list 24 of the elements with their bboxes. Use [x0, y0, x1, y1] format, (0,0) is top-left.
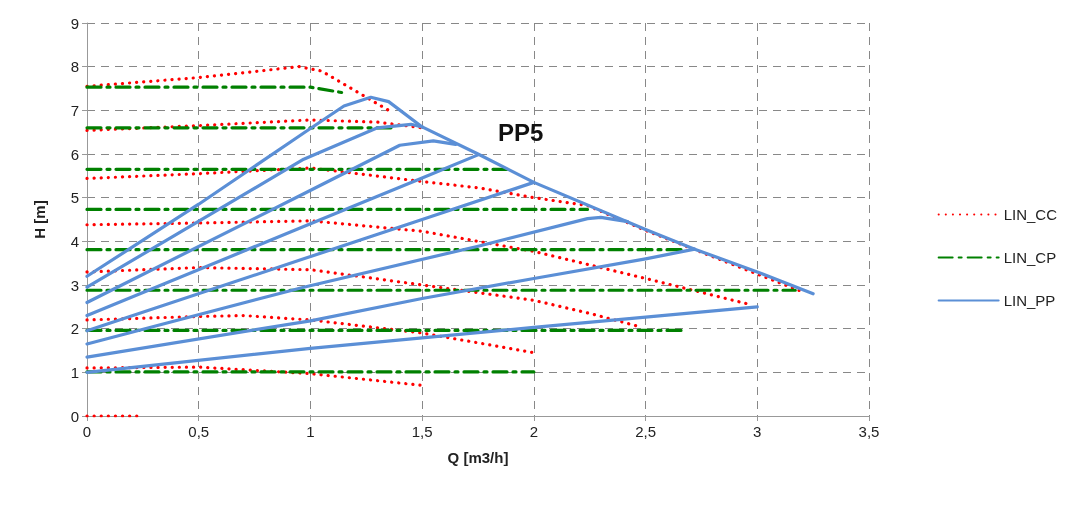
- x-tick-label: 1: [306, 423, 315, 440]
- y-axis-title: H [m]: [31, 200, 48, 239]
- annotation: PP5: [498, 118, 544, 146]
- x-tick-label: 3,5: [858, 423, 880, 440]
- y-tick-label: 6: [70, 145, 79, 163]
- legend-label: LIN_PP: [1003, 292, 1056, 309]
- x-tick-label: 2,5: [635, 423, 656, 440]
- x-tick-label: 3: [753, 423, 762, 440]
- x-tick-label: 0,5: [188, 423, 210, 440]
- x-tick-label: 1,5: [411, 423, 433, 440]
- y-tick-label: 3: [70, 276, 79, 294]
- y-tick-label: 8: [70, 58, 79, 76]
- y-tick-label: 0: [70, 407, 79, 425]
- y-tick-label: 4: [70, 232, 79, 250]
- y-tick-label: 5: [70, 189, 79, 207]
- legend-label: LIN_CP: [1003, 249, 1057, 266]
- y-tick-label: 9: [70, 14, 79, 32]
- y-tick-label: 1: [70, 363, 79, 381]
- x-axis-title: Q [m3/h]: [447, 449, 509, 466]
- y-tick-label: 2: [70, 320, 79, 338]
- x-tick-label: 2: [529, 423, 539, 440]
- y-tick-label: 7: [70, 101, 79, 119]
- legend-label: LIN_CC: [1003, 206, 1058, 223]
- x-tick-label: 0: [82, 423, 92, 440]
